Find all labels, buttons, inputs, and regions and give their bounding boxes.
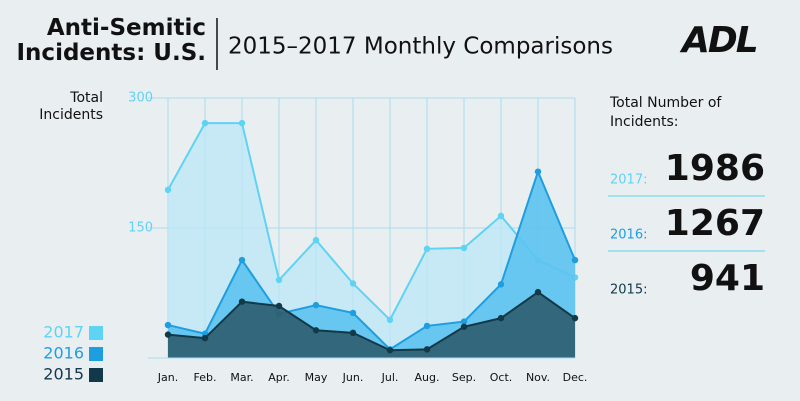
point <box>238 298 246 305</box>
x-tick-label: Nov. <box>526 371 550 384</box>
point <box>534 288 542 296</box>
area <box>168 292 575 358</box>
x-tick-label: Jan. <box>157 371 178 384</box>
y-tick-label: 150 <box>128 221 153 236</box>
point <box>275 276 283 284</box>
x-tick-label: Feb. <box>194 371 217 384</box>
point <box>534 168 542 175</box>
logo: ADL <box>679 20 757 61</box>
x-tick-label: May <box>305 371 328 384</box>
point <box>423 245 431 252</box>
legend-swatch <box>89 326 103 340</box>
line <box>167 168 576 351</box>
total-label: 2017: <box>610 173 647 188</box>
point <box>349 309 357 317</box>
point <box>386 347 394 354</box>
x-tick-label: Oct. <box>490 371 513 384</box>
point <box>497 314 505 322</box>
legend-label: 2016 <box>43 344 84 363</box>
point <box>201 119 209 127</box>
point <box>312 327 320 334</box>
point <box>164 321 172 329</box>
legend-label: 2017 <box>43 323 84 342</box>
point <box>497 212 505 220</box>
total-label: 2016: <box>610 228 647 243</box>
totals-title: Total Number of Incidents: <box>609 95 722 130</box>
subtitle: 2015–2017 Monthly Comparisons <box>228 34 613 60</box>
point <box>460 323 468 330</box>
point <box>275 302 283 310</box>
point <box>460 318 468 325</box>
point <box>423 322 431 330</box>
total-value: 1986 <box>665 148 765 189</box>
line <box>167 122 576 322</box>
legend-swatch <box>89 368 103 382</box>
point <box>497 281 505 288</box>
y-tick-label: 300 <box>128 91 153 106</box>
total-value: 941 <box>690 258 765 299</box>
point <box>201 334 209 342</box>
point <box>312 236 320 244</box>
total-value: 1267 <box>665 203 765 244</box>
point <box>238 119 246 127</box>
point <box>349 280 357 287</box>
point <box>571 314 579 322</box>
x-tick-label: Mar. <box>230 371 253 384</box>
legend-label: 2015 <box>43 365 84 384</box>
x-tick-label: Apr. <box>268 371 290 384</box>
chart-title: Anti-Semitic Incidents: U.S. <box>16 15 207 66</box>
legend-swatch <box>89 347 103 361</box>
x-tick-label: Aug. <box>415 371 440 384</box>
x-tick-label: Jul. <box>381 371 399 384</box>
point <box>460 244 468 252</box>
point <box>571 256 579 264</box>
x-tick-label: Jun. <box>342 371 364 384</box>
y-axis-label: Total Incidents <box>39 90 103 123</box>
total-label: 2015: <box>610 283 647 298</box>
point <box>238 256 246 264</box>
point <box>349 329 357 337</box>
point <box>312 301 320 309</box>
line <box>167 290 576 352</box>
point <box>164 331 172 338</box>
point <box>164 186 172 194</box>
point <box>423 346 431 353</box>
point <box>386 316 394 324</box>
x-tick-label: Sep. <box>452 371 476 384</box>
x-tick-label: Dec. <box>563 371 588 384</box>
